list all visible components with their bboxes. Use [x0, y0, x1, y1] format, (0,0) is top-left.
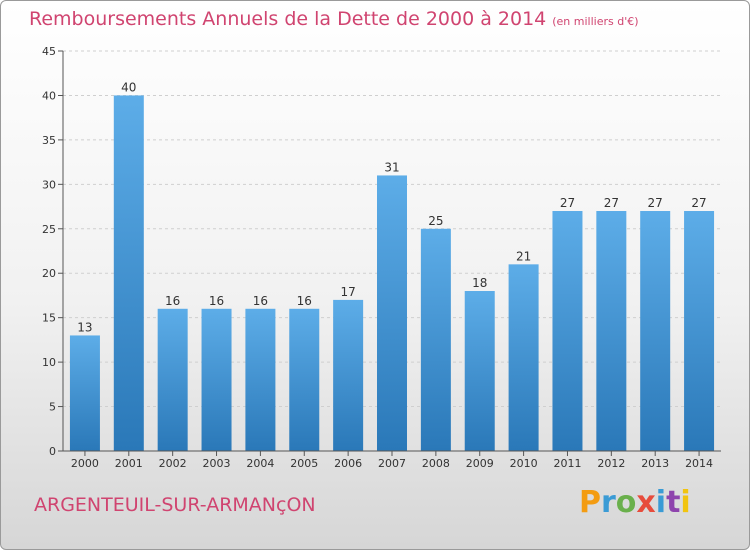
bar-value-label: 13: [77, 320, 92, 334]
y-tick-label: 20: [42, 267, 56, 280]
logo-letter: x: [636, 485, 656, 520]
bar-value-label: 25: [428, 214, 443, 228]
bar-2014: [684, 211, 715, 451]
bar-value-label: 18: [472, 276, 487, 290]
bar-value-label: 16: [209, 294, 224, 308]
y-tick-label: 10: [42, 356, 56, 369]
logo-letter: t: [666, 485, 681, 520]
chart-title: Remboursements Annuels de la Dette de 20…: [29, 8, 639, 30]
bar-value-label: 27: [691, 196, 706, 210]
y-tick-label: 0: [49, 445, 56, 458]
bar-2008: [420, 228, 451, 451]
x-tick-label: 2012: [597, 457, 625, 470]
x-tick-label: 2006: [334, 457, 362, 470]
bar-2002: [157, 308, 188, 451]
bar-2004: [245, 308, 276, 451]
y-tick-label: 15: [42, 312, 56, 325]
place-name: ARGENTEUIL-SUR-ARMANçON: [34, 494, 316, 516]
x-tick-label: 2000: [71, 457, 99, 470]
x-tick-label: 2003: [203, 457, 231, 470]
x-tick-label: 2005: [290, 457, 318, 470]
bar-2010: [508, 264, 539, 451]
bar-value-label: 40: [121, 80, 136, 94]
bar-2011: [552, 211, 583, 451]
bar-value-label: 16: [297, 294, 312, 308]
bar-2001: [113, 95, 144, 451]
x-tick-label: 2008: [422, 457, 450, 470]
bar-value-label: 27: [604, 196, 619, 210]
chart-unit: (en milliers d'€): [552, 15, 639, 28]
x-tick-label: 2013: [641, 457, 669, 470]
bar-2013: [640, 211, 671, 451]
y-tick-label: 45: [42, 45, 56, 58]
y-tick-label: 25: [42, 223, 56, 236]
bar-2003: [201, 308, 232, 451]
bar-value-label: 16: [253, 294, 268, 308]
chart-title-text: Remboursements Annuels de la Dette de 20…: [29, 8, 547, 30]
bar-value-label: 16: [165, 294, 180, 308]
y-tick-label: 30: [42, 178, 56, 191]
x-tick-label: 2009: [466, 457, 494, 470]
logo-letter: i: [655, 485, 667, 520]
bar-value-label: 27: [560, 196, 575, 210]
logo-letter: o: [615, 485, 637, 520]
bars: 13 40 16 16 16 16 17 31 25 18 21 27 27 27 27: [69, 80, 715, 451]
bar-2007: [377, 175, 407, 451]
logo-letter: r: [601, 485, 616, 520]
x-tick-label: 2011: [553, 457, 581, 470]
bar-2000: [69, 335, 100, 451]
x-tick-label: 2007: [378, 457, 406, 470]
proxiti-logo: Proxiti: [579, 485, 691, 520]
bar-value-label: 31: [384, 160, 399, 174]
logo-letter: i: [680, 485, 691, 520]
x-tick-label: 2004: [246, 457, 274, 470]
bar-value-label: 27: [648, 196, 663, 210]
x-tick-label: 2001: [115, 457, 143, 470]
bar-value-label: 17: [340, 285, 355, 299]
bar-2006: [333, 299, 364, 451]
y-tick-label: 5: [49, 401, 56, 414]
bar-value-label: 21: [516, 249, 531, 263]
y-tick-label: 35: [42, 134, 56, 147]
bar-2012: [596, 211, 627, 451]
bar-2005: [289, 308, 320, 451]
axes: 0 5 10 15 20 25 30 35 40 45 2000 2001 2002 2003 2004 20…: [42, 45, 721, 470]
x-tick-label: 2014: [685, 457, 713, 470]
logo-letter: P: [579, 485, 601, 520]
x-tick-label: 2010: [510, 457, 538, 470]
x-tick-label: 2002: [159, 457, 187, 470]
y-tick-label: 40: [42, 89, 56, 102]
bar-2009: [464, 291, 495, 451]
